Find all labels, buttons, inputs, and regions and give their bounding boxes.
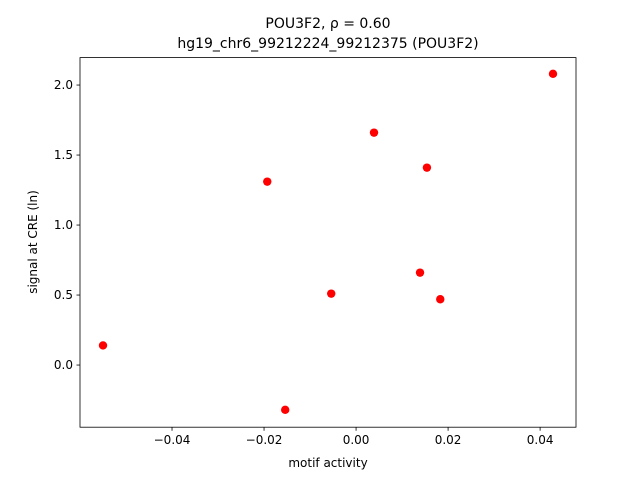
point [327,289,336,298]
point [422,163,432,172]
point [263,177,272,186]
y-tick-label: 1.5 [54,148,73,162]
x-tick-label: 0.00 [343,433,370,447]
x-tick-label: 0.02 [435,433,462,447]
y-tick-label: 0.5 [54,288,73,302]
plot-frame [79,57,577,428]
y-tick-label: 1.0 [54,218,73,232]
point [98,341,108,350]
point [415,268,425,277]
point [548,69,558,79]
x-tick-label: 0.04 [527,433,554,447]
chart-title: POU3F2, ρ = 0.60 [265,16,390,32]
point [369,128,379,137]
x-tick-label: −0.02 [246,433,283,447]
y-tick-label: 2.0 [54,78,73,92]
y-axis-label: signal at CRE (ln) [26,190,40,294]
y-tick-label: 0.0 [54,358,73,372]
x-tick-label: −0.04 [154,433,191,447]
chart-subtitle: hg19_chr6_99212224_99212375 (POU3F2) [177,36,478,52]
x-axis-label: motif activity [288,456,367,470]
point [281,405,290,415]
point [436,295,445,304]
